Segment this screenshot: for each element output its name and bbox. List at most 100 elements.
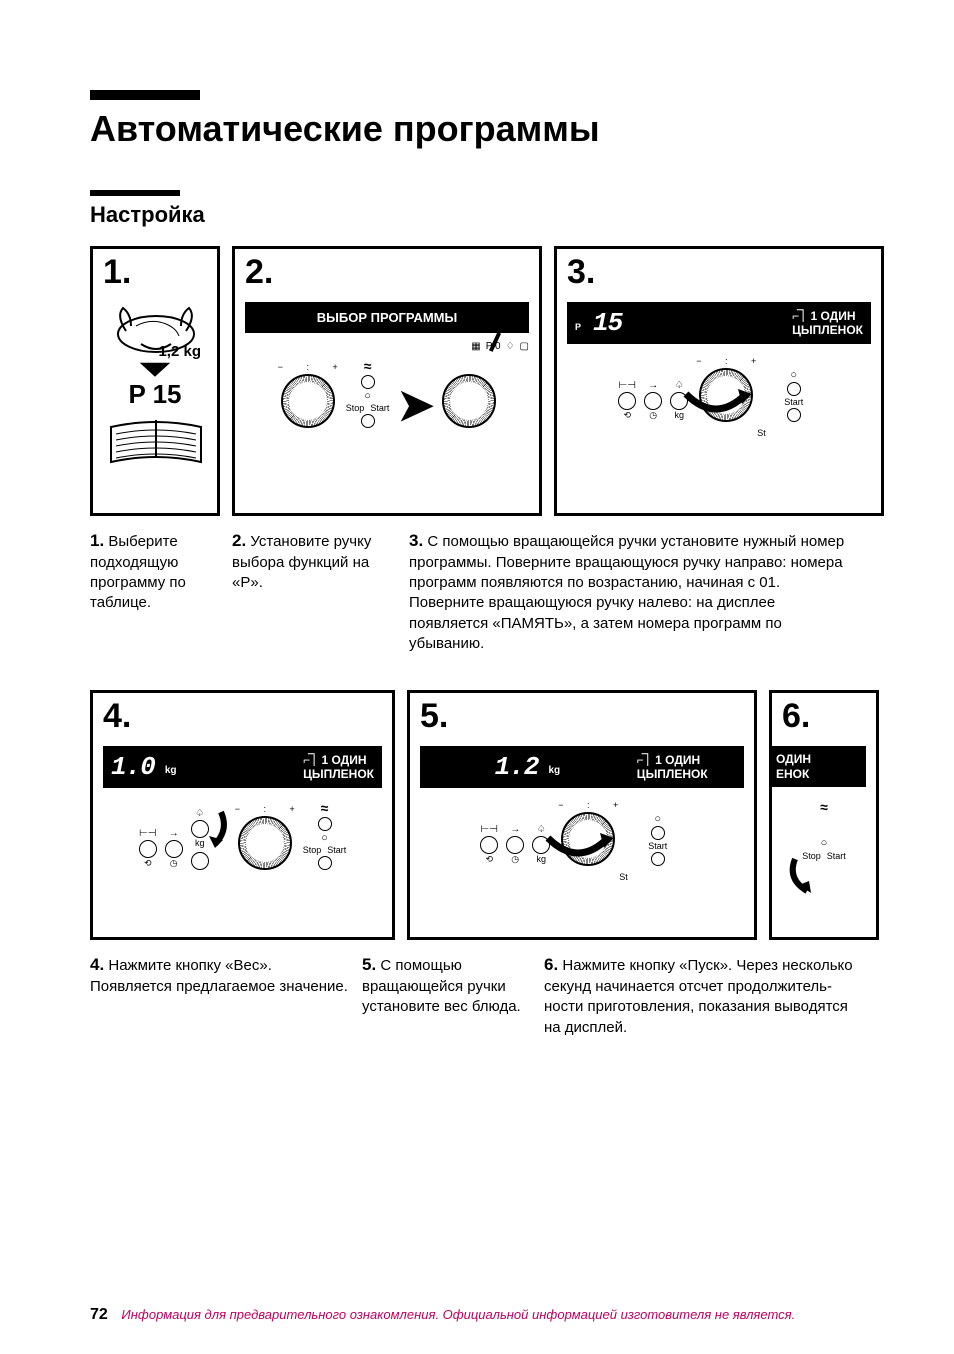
display-number: 15 [593, 308, 622, 338]
display-strip: 1.0 kg ⌐⏋ 1 ОДИН ЦЫПЛЕНОК [103, 746, 382, 788]
st-label: St [757, 428, 766, 438]
display-text-2: ЦЫПЛЕНОК [303, 767, 374, 781]
stop-button[interactable] [361, 375, 375, 389]
arrow-to-dial: ➤ [397, 384, 434, 428]
steps-row-2: 4. 1.0kg ⌐⏋ 1 ОДИН ЦЫПЛЕНОК ⊢⊣⟲ →◷ ♤ kg [90, 690, 894, 940]
display-text-1: 1 ОДИН [321, 753, 366, 767]
clock-icon: ◷ [649, 410, 657, 422]
bracket-icon: ⌐⏋ [792, 309, 807, 323]
captions-row-1: 1. Выберите подходящую программу по табл… [90, 530, 894, 654]
stop-button[interactable] [815, 817, 833, 835]
start-button[interactable] [651, 852, 665, 866]
display-text-2: ЕНОК [776, 767, 811, 781]
turn-arrow-icon [540, 830, 620, 864]
steps-row-1: 1. 1,2 kg ▾ P 15 2. ВЫБОР ПРОГРАММЫ [90, 246, 894, 516]
mini-button[interactable] [618, 392, 636, 410]
mini-button[interactable] [480, 836, 498, 854]
drop-icon: ♢ [506, 341, 515, 352]
adjust-dial-group: −:+ [558, 800, 618, 866]
panel-number: 1. [93, 249, 217, 296]
display-sub-p: P [575, 322, 581, 332]
weight-button-2[interactable] [191, 852, 209, 870]
mini-button[interactable] [644, 392, 662, 410]
circle-icon: ○ [321, 832, 328, 844]
dial-row: ⊢⊣⟲ →◷ ♤kg −:+ ○ Start St [557, 350, 881, 432]
square-icon: ▢ [520, 341, 529, 352]
loop-icon: ⟲ [485, 854, 493, 866]
start-label: Start [370, 403, 389, 413]
dial-row: ≈ ○ StopStart [772, 793, 876, 891]
circle-icon: ○ [364, 390, 371, 402]
press-arrow-icon [789, 853, 829, 897]
defrost-icon: ⊢⊣ [481, 824, 498, 836]
st-label: St [619, 872, 628, 882]
step-1-panel: 1. 1,2 kg ▾ P 15 [90, 246, 220, 516]
step-2-caption: 2. Установите ручку выбора функций на «P… [232, 530, 397, 654]
display-strip: P 15 ⌐⏋ 1 ОДИН ЦЫПЛЕНОК [567, 302, 871, 344]
start-button[interactable] [361, 414, 375, 428]
mini-button[interactable] [139, 840, 157, 858]
step-3-caption: 3. С помощью вращающейся ручки уста­нови… [409, 530, 849, 654]
display-text-2: ЦЫПЛЕНОК [637, 767, 708, 781]
start-label: Start [327, 845, 346, 855]
panel-number: 3. [557, 249, 881, 296]
clock-icon: ◷ [511, 854, 519, 866]
step-5-panel: 5. 1.2kg ⌐⏋ 1 ОДИН ЦЫПЛЕНОК ⊢⊣⟲ →◷ ♤kg −… [407, 690, 757, 940]
step-1-caption: 1. Выберите подходящую программу по табл… [90, 530, 220, 654]
adjust-dial-group: −:+ [696, 356, 756, 422]
indicator [787, 382, 801, 396]
start-label: Start [648, 841, 667, 851]
step-5-caption: 5. С помощью вращающейся ручки установит… [362, 954, 532, 1038]
dial-row: ⊢⊣⟲ →◷ ♤ kg −:+ ≈ ○ StopStart [93, 794, 392, 880]
circle-icon: ○ [821, 837, 828, 849]
bracket-icon: ⌐⏋ [303, 753, 318, 767]
subtitle-rule [90, 190, 180, 196]
stop-button[interactable] [318, 817, 332, 831]
stop-label: Stop [346, 403, 365, 413]
start-button[interactable] [787, 408, 801, 422]
display-strip: 1.2kg ⌐⏋ 1 ОДИН ЦЫПЛЕНОК [420, 746, 744, 788]
dial-row: ⊢⊣⟲ →◷ ♤kg −:+ ○ Start St [410, 794, 754, 876]
arrow-icon: → [510, 824, 520, 836]
start-button[interactable] [318, 856, 332, 870]
wave-icon: ≈ [321, 800, 329, 816]
kg-sub: kg [165, 765, 177, 776]
adjust-dial[interactable] [281, 374, 335, 428]
page-number: 72 [90, 1306, 108, 1323]
stop-start-group: ≈ ○ Stop Start [303, 800, 347, 870]
step-6-caption: 6. Нажмите кнопку «Пуск». Через несколь­… [544, 954, 854, 1038]
press-arrow-icon [199, 806, 229, 850]
display-text-1: 1 ОДИН [655, 753, 700, 767]
step-6-panel: 6. ОДИН ЕНОК ≈ ○ StopStart [769, 690, 879, 940]
start-label: Start [827, 851, 846, 861]
wave-icon: ≈ [820, 799, 828, 815]
selector-dial-group [442, 374, 496, 428]
step-2-panel: 2. ВЫБОР ПРОГРАММЫ ▦ P 0 ♢ ▢ −:+ ≈ ○ Sto… [232, 246, 542, 516]
step-4-panel: 4. 1.0kg ⌐⏋ 1 ОДИН ЦЫПЛЕНОК ⊢⊣⟲ →◷ ♤ kg [90, 690, 395, 940]
page-title: Автоматические программы [90, 108, 894, 150]
indicator [651, 826, 665, 840]
page-footer: 72 Информация для предварительного ознак… [90, 1306, 795, 1324]
mini-button[interactable] [165, 840, 183, 858]
panel-number: 5. [410, 693, 754, 740]
dial-row: −:+ ≈ ○ StopStart ➤ [235, 352, 539, 438]
mini-button[interactable] [506, 836, 524, 854]
arrow-icon: → [169, 828, 179, 840]
step-4-caption: 4. Нажмите кнопку «Вес». Появляется пред… [90, 954, 350, 1038]
circle-icon: ○ [790, 369, 797, 381]
display-text-1: 1 ОДИН [810, 309, 855, 323]
program-label: P 15 [101, 379, 209, 410]
turn-arrow-icon [678, 386, 758, 420]
display-text: ВЫБОР ПРОГРАММЫ [317, 310, 457, 325]
stop-start-group: ≈ ○ Stop Start [346, 358, 390, 428]
wave-icon: ≈ [364, 358, 372, 374]
defrost-icon: ⊢⊣ [139, 828, 156, 840]
loop-icon: ⟲ [144, 858, 152, 870]
selector-dial[interactable] [442, 374, 496, 428]
adjust-dial[interactable] [238, 816, 292, 870]
display-number: 1.0 [111, 752, 155, 782]
title-rule [90, 90, 200, 100]
display-strip: ОДИН ЕНОК [772, 746, 866, 787]
stop-label: Stop [303, 845, 322, 855]
panel-number: 4. [93, 693, 392, 740]
